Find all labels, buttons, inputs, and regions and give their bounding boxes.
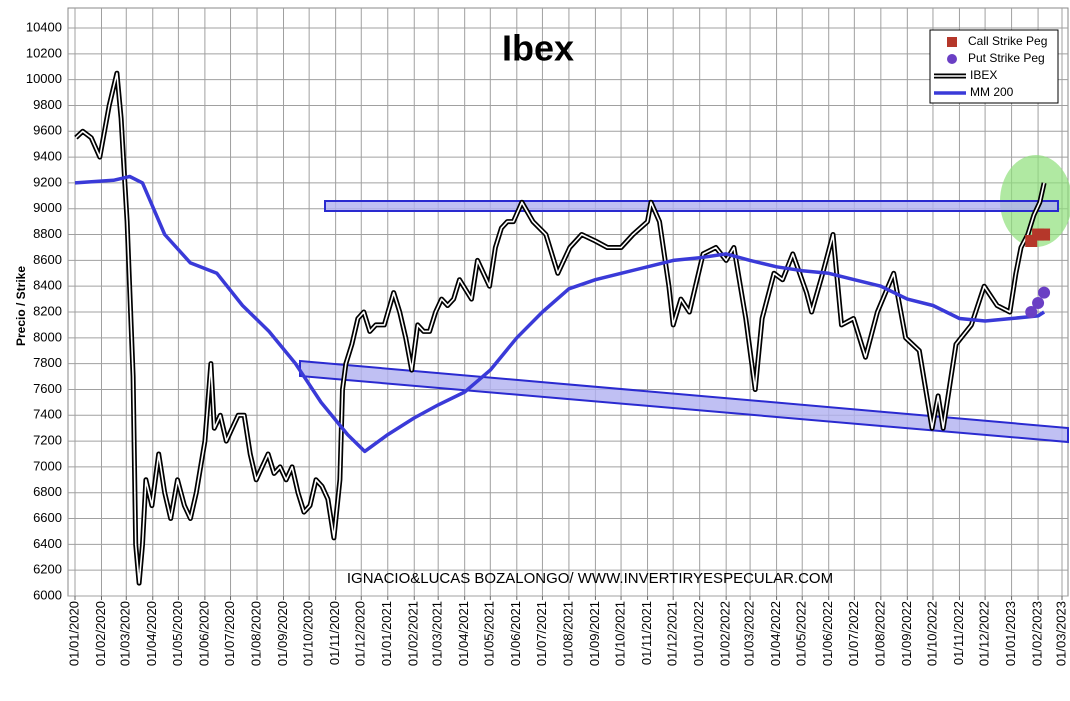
x-tick-label: 01/01/2022 — [691, 601, 706, 666]
y-tick-label: 6200 — [33, 562, 62, 577]
y-axis-label: Precio / Strike — [14, 266, 28, 346]
y-tick-label: 6600 — [33, 510, 62, 525]
put-marker — [1025, 306, 1038, 318]
x-tick-label: 01/01/2020 — [66, 601, 81, 666]
x-tick-label: 01/09/2022 — [899, 601, 914, 666]
y-tick-label: 10000 — [26, 71, 62, 86]
x-tick-label: 01/02/2022 — [718, 601, 733, 666]
x-tick-label: 01/08/2020 — [248, 601, 263, 666]
x-tick-label: 01/03/2021 — [430, 601, 445, 666]
y-tick-label: 6800 — [33, 484, 62, 499]
x-tick-label: 01/10/2022 — [924, 601, 939, 666]
put-marker — [1032, 296, 1045, 309]
x-tick-label: 01/10/2021 — [612, 601, 627, 666]
call-marker — [1038, 228, 1051, 241]
legend-label: MM 200 — [970, 85, 1014, 99]
y-tick-label: 10400 — [26, 19, 62, 34]
x-tick-label: 01/04/2022 — [768, 601, 783, 666]
y-tick-label: 9800 — [33, 97, 62, 112]
x-tick-label: 01/06/2021 — [508, 601, 523, 666]
x-tick-label: 01/01/2021 — [379, 601, 394, 666]
x-tick-label: 01/09/2020 — [275, 601, 290, 666]
x-tick-label: 01/03/2022 — [742, 601, 757, 666]
y-tick-label: 6400 — [33, 536, 62, 551]
x-tick-label: 01/08/2022 — [872, 601, 887, 666]
ma-line — [74, 174, 1046, 454]
legend-label: Call Strike Peg — [968, 34, 1047, 48]
y-tick-label: 7600 — [33, 381, 62, 396]
y-tick-label: 7200 — [33, 433, 62, 448]
x-tick-label: 01/05/2020 — [170, 601, 185, 666]
legend-label: Put Strike Peg — [968, 51, 1045, 65]
x-tick-label: 01/06/2020 — [196, 601, 211, 666]
legend-swatch — [947, 54, 957, 64]
y-tick-label: 9600 — [33, 123, 62, 138]
y-tick-label: 8200 — [33, 303, 62, 318]
x-tick-label: 01/11/2020 — [327, 601, 342, 665]
x-tick-label: 01/04/2020 — [144, 601, 159, 666]
y-tick-label: 8400 — [33, 278, 62, 293]
x-tick-label: 01/03/2020 — [118, 601, 133, 666]
x-tick-label: 01/05/2022 — [794, 601, 809, 666]
y-tick-label: 7800 — [33, 355, 62, 370]
y-tick-label: 8600 — [33, 252, 62, 267]
x-tick-label: 01/12/2020 — [353, 601, 368, 666]
x-tick-label: 01/08/2021 — [560, 601, 575, 666]
y-tick-label: 10200 — [26, 45, 62, 60]
x-tick-label: 01/02/2021 — [406, 601, 421, 666]
x-tick-label: 01/12/2021 — [665, 601, 680, 666]
x-tick-label: 01/05/2021 — [482, 601, 497, 666]
y-tick-label: 7400 — [33, 407, 62, 422]
y-tick-label: 8000 — [33, 329, 62, 344]
x-tick-label: 01/12/2022 — [977, 601, 992, 666]
x-tick-label: 01/03/2023 — [1053, 601, 1068, 666]
y-tick-label: 9400 — [33, 149, 62, 164]
y-tick-label: 6000 — [33, 587, 62, 602]
watermark: IGNACIO&LUCAS BOZALONGO/ WWW.INVERTIRYES… — [347, 570, 833, 587]
y-tick-label: 7000 — [33, 458, 62, 473]
x-tick-label: 01/04/2021 — [456, 601, 471, 666]
legend-label: IBEX — [970, 68, 997, 82]
x-tick-label: 01/07/2022 — [846, 601, 861, 666]
y-tick-label: 9200 — [33, 174, 62, 189]
x-tick-label: 01/11/2022 — [951, 601, 966, 665]
x-tick-label: 01/07/2020 — [222, 601, 237, 666]
put-marker — [1038, 286, 1051, 299]
x-tick-label: 01/11/2021 — [639, 601, 654, 665]
x-tick-label: 01/01/2023 — [1003, 601, 1018, 666]
ibex-line-inner — [75, 72, 1045, 584]
legend-swatch — [947, 37, 957, 47]
x-tick-label: 01/06/2022 — [820, 601, 835, 666]
y-tick-label: 8800 — [33, 226, 62, 241]
chart-title: Ibex — [502, 28, 574, 69]
x-tick-label: 01/10/2020 — [301, 601, 316, 666]
x-tick-label: 01/02/2020 — [93, 601, 108, 666]
resistance-channel — [324, 200, 1059, 212]
x-tick-label: 01/09/2021 — [587, 601, 602, 666]
x-tick-label: 01/02/2023 — [1030, 601, 1045, 666]
x-tick-label: 01/07/2021 — [534, 601, 549, 666]
y-tick-label: 9000 — [33, 200, 62, 215]
